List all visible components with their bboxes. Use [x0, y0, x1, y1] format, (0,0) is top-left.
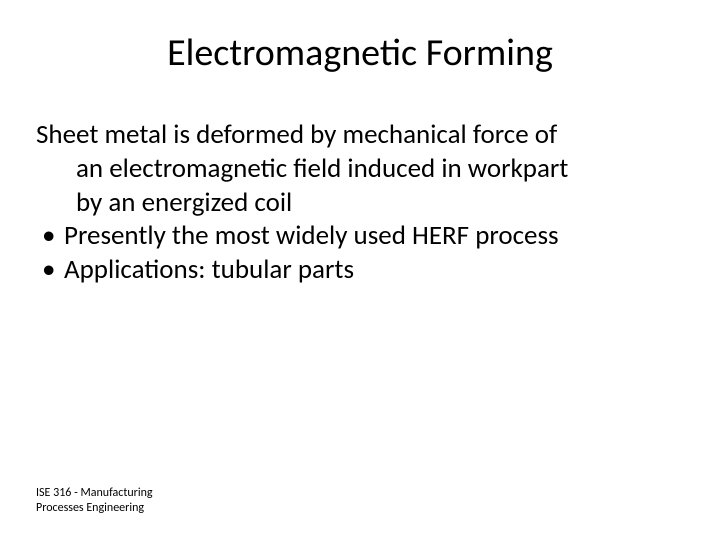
- slide-container: Electromagnetic Forming Sheet metal is d…: [0, 0, 720, 540]
- footer-line-2: Processes Engineering: [36, 501, 153, 516]
- slide-body: Sheet metal is deformed by mechanical fo…: [36, 118, 684, 287]
- bullet-item: Applications: tubular parts: [36, 253, 684, 287]
- bullet-list: Presently the most widely used HERF proc…: [36, 219, 684, 287]
- intro-line-1: Sheet metal is deformed by mechanical fo…: [36, 118, 684, 152]
- slide-title: Electromagnetic Forming: [36, 30, 684, 76]
- intro-line-2: an electromagnetic field induced in work…: [36, 152, 684, 186]
- bullet-item: Presently the most widely used HERF proc…: [36, 219, 684, 253]
- intro-line-3: by an energized coil: [36, 186, 684, 220]
- footer-line-1: ISE 316 - Manufacturing: [36, 486, 153, 501]
- slide-footer: ISE 316 - Manufacturing Processes Engine…: [36, 486, 153, 516]
